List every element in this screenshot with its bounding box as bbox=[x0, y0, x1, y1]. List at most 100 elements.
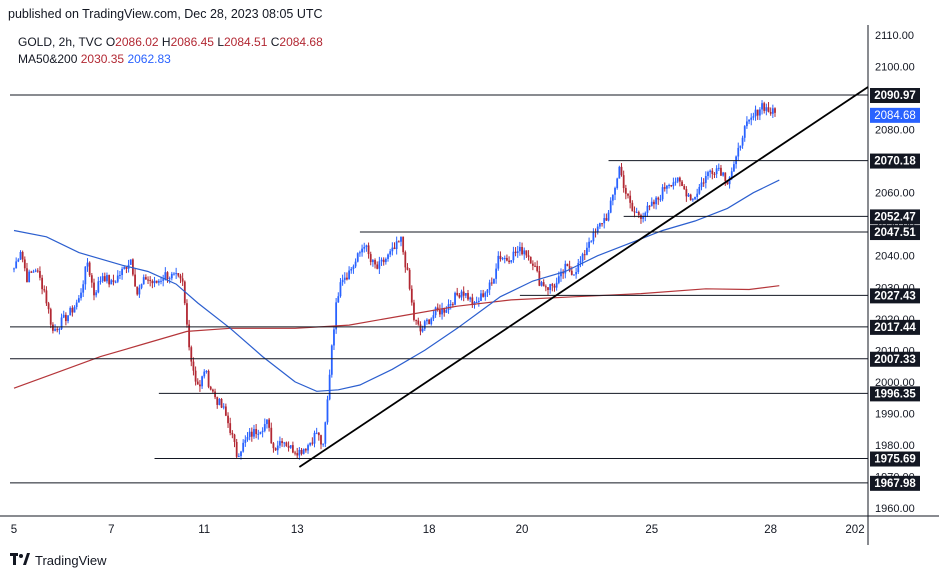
ma-label: MA50&200 bbox=[18, 52, 78, 66]
candle-body bbox=[203, 371, 206, 377]
candle-body bbox=[698, 186, 701, 194]
candle-body bbox=[235, 441, 238, 457]
candle-body bbox=[121, 268, 123, 276]
candle-body bbox=[322, 443, 325, 445]
candle-body bbox=[114, 281, 117, 283]
candle-body bbox=[382, 259, 385, 263]
candle-body bbox=[720, 167, 722, 176]
candle-body bbox=[748, 119, 750, 122]
candle-body bbox=[512, 251, 515, 261]
candle-body bbox=[733, 164, 735, 172]
candle-body bbox=[326, 399, 329, 423]
candle-body bbox=[99, 280, 102, 282]
candle-body bbox=[480, 293, 482, 301]
symbol-label: GOLD, 2h, TVC bbox=[18, 35, 103, 49]
candle-body bbox=[39, 271, 41, 278]
candle-body bbox=[140, 284, 143, 288]
y-tick-label: 2040.00 bbox=[875, 251, 915, 263]
candle-body bbox=[279, 441, 281, 446]
candle-body bbox=[663, 187, 666, 189]
candle-body bbox=[570, 270, 573, 275]
candle-body bbox=[211, 389, 214, 392]
candle-body bbox=[743, 126, 746, 138]
low-label: L bbox=[217, 35, 224, 49]
candle-body bbox=[542, 282, 545, 287]
candle-body bbox=[218, 398, 221, 405]
candle-body bbox=[451, 304, 454, 306]
candle-body bbox=[700, 182, 703, 187]
candle-body bbox=[536, 266, 539, 272]
x-tick-label: 11 bbox=[198, 524, 210, 536]
candle-body bbox=[160, 280, 162, 282]
candle-body bbox=[402, 236, 405, 253]
candle-body bbox=[209, 386, 212, 390]
candle-body bbox=[186, 303, 188, 325]
candle-body bbox=[276, 445, 279, 451]
candle-body bbox=[577, 262, 580, 273]
candle-body bbox=[90, 275, 93, 283]
candle-body bbox=[283, 442, 286, 444]
candle-body bbox=[657, 197, 660, 200]
candle-body bbox=[196, 381, 199, 385]
candle-body bbox=[646, 205, 649, 213]
candle-body bbox=[190, 347, 193, 362]
candle-body bbox=[620, 166, 623, 176]
candle-body bbox=[767, 107, 770, 112]
candle-body bbox=[34, 270, 37, 272]
candle-body bbox=[153, 280, 156, 284]
close-label: C bbox=[270, 35, 280, 49]
candle-body bbox=[687, 194, 690, 197]
candle-body bbox=[361, 248, 363, 253]
candle-body bbox=[635, 212, 638, 214]
level-price-label: 1975.69 bbox=[874, 454, 916, 466]
candle-body bbox=[173, 273, 175, 275]
y-tick-label: 1980.00 bbox=[875, 440, 915, 452]
candle-body bbox=[605, 218, 608, 221]
ascending-trendline[interactable] bbox=[298, 86, 869, 468]
candle-body bbox=[408, 269, 411, 289]
candle-body bbox=[627, 193, 629, 196]
candle-body bbox=[307, 445, 309, 451]
x-tick-label: 13 bbox=[291, 524, 304, 536]
candle-body bbox=[622, 175, 625, 189]
candle-body bbox=[142, 277, 145, 285]
candle-body bbox=[458, 295, 461, 298]
candle-body bbox=[430, 318, 433, 325]
candle-body bbox=[765, 107, 768, 111]
level-price-tag bbox=[870, 153, 920, 169]
candle-body bbox=[300, 449, 303, 454]
x-tick-label: 18 bbox=[423, 524, 436, 536]
candle-body bbox=[192, 361, 195, 371]
candle-body bbox=[471, 297, 474, 305]
candle-body bbox=[482, 293, 485, 297]
candle-body bbox=[668, 185, 670, 187]
candle-body bbox=[106, 275, 108, 282]
candle-body bbox=[112, 280, 115, 282]
candle-body bbox=[188, 324, 191, 348]
candle-body bbox=[717, 167, 720, 169]
candle-body bbox=[49, 309, 52, 325]
candle-body bbox=[369, 254, 372, 263]
candle-body bbox=[95, 292, 98, 296]
candle-body bbox=[268, 419, 271, 428]
candle-body bbox=[624, 188, 627, 194]
candle-body bbox=[229, 423, 232, 433]
candle-body bbox=[423, 321, 426, 329]
candle-body bbox=[549, 284, 552, 290]
open-value: 2086.02 bbox=[115, 35, 159, 49]
candle-body bbox=[56, 329, 59, 331]
candle-body bbox=[177, 273, 180, 276]
candle-body bbox=[244, 439, 247, 443]
candle-body bbox=[410, 288, 413, 303]
candle-body bbox=[242, 442, 245, 452]
candle-body bbox=[263, 424, 266, 431]
candle-body bbox=[291, 445, 294, 453]
candle-body bbox=[603, 218, 606, 224]
candle-body bbox=[637, 212, 640, 216]
candle-body bbox=[365, 245, 368, 247]
candle-body bbox=[551, 284, 554, 286]
candle-body bbox=[689, 194, 692, 201]
candle-body bbox=[13, 268, 15, 270]
candle-body bbox=[581, 254, 584, 262]
